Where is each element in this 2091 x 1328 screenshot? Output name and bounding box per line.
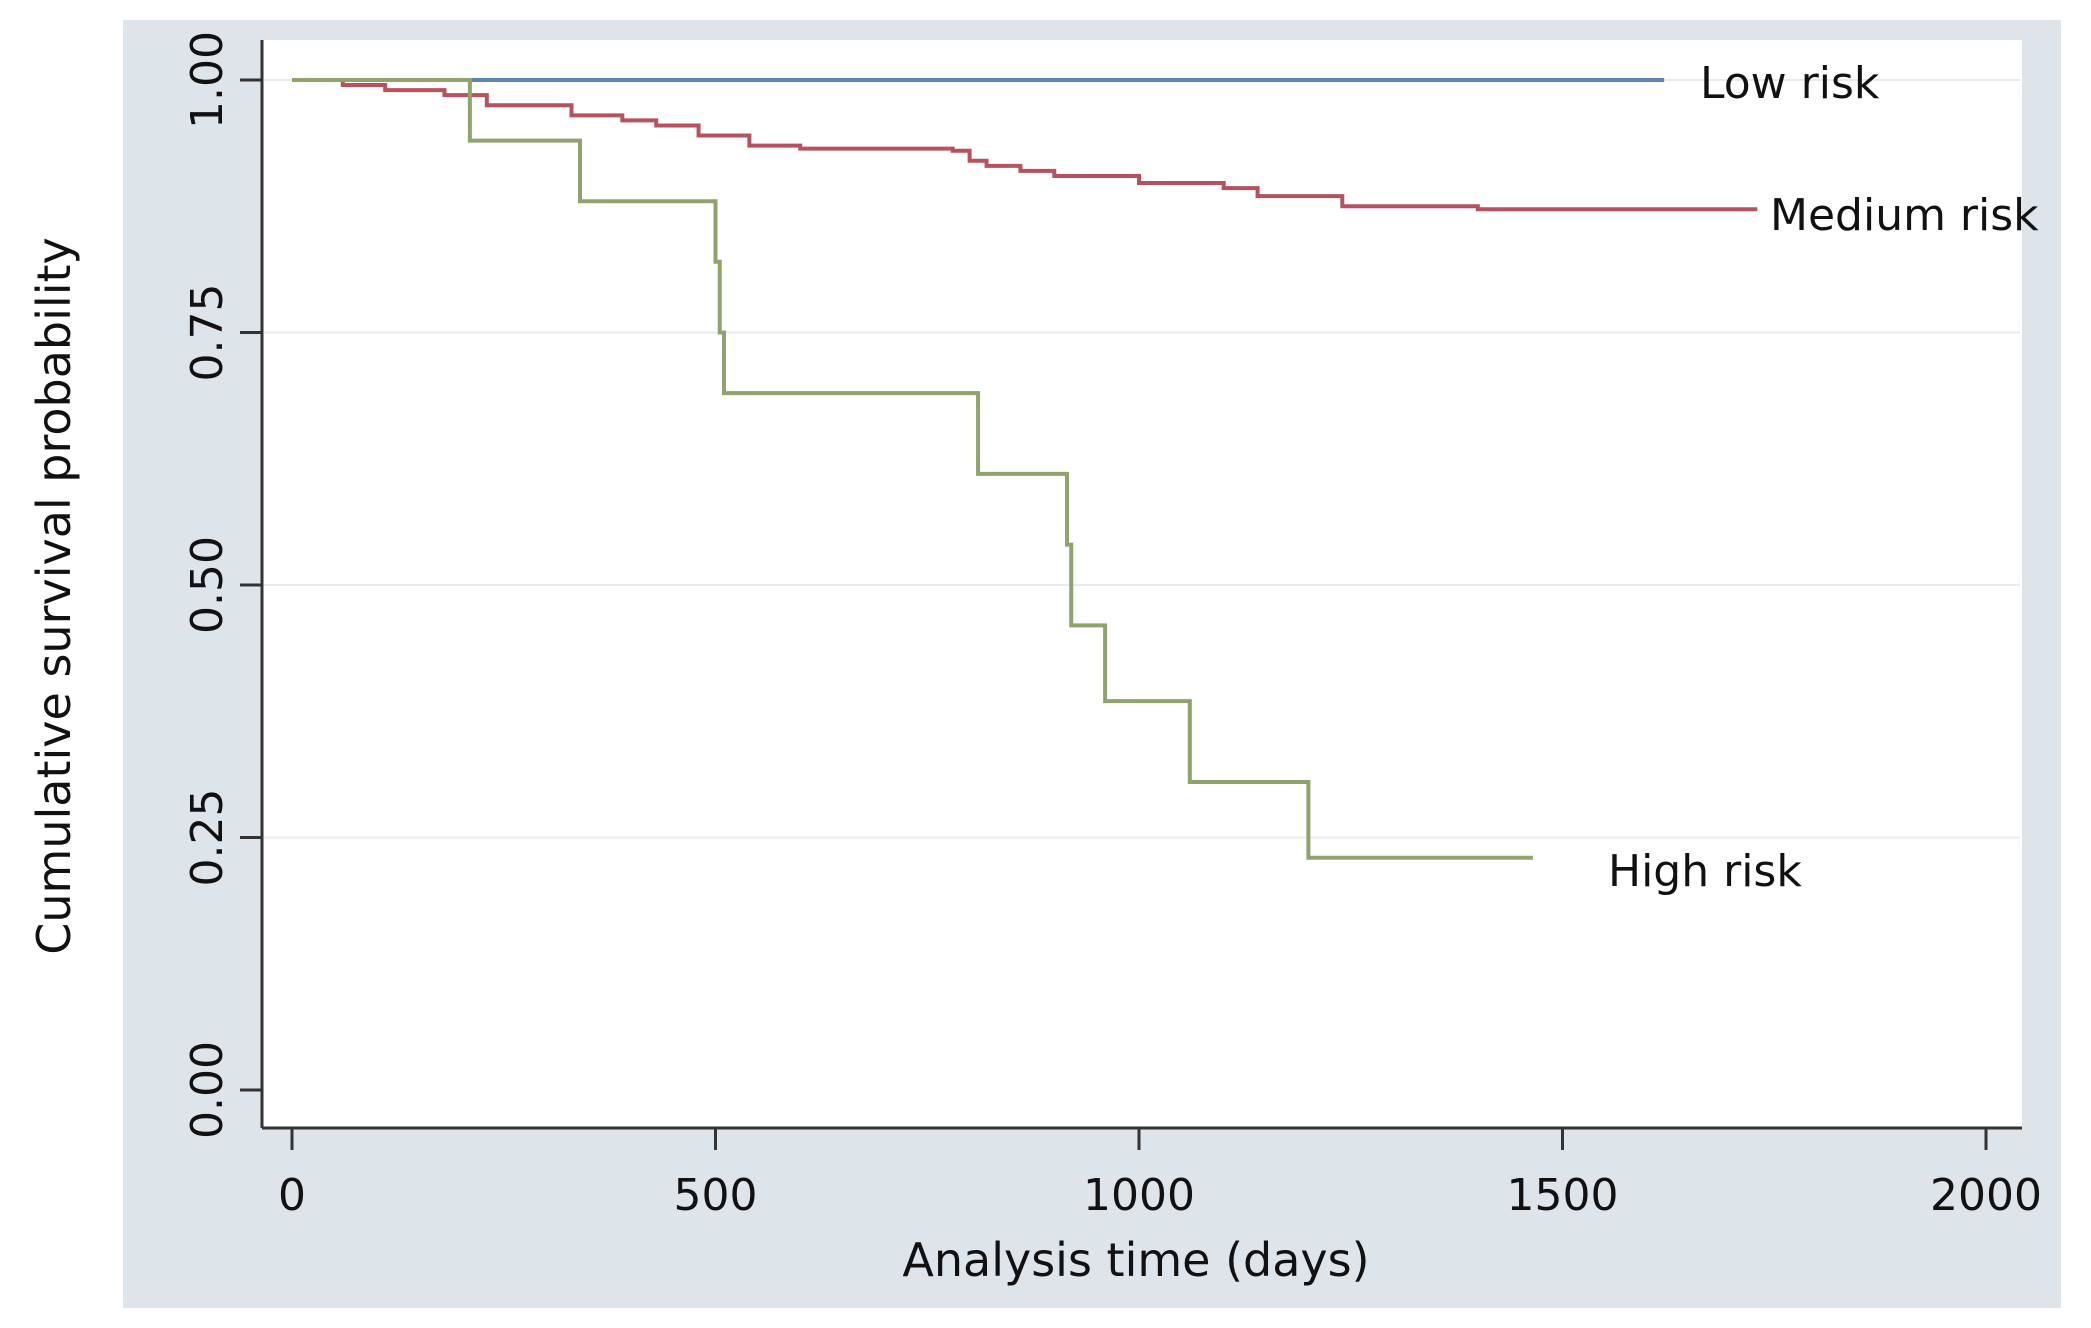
x-axis-title: Analysis time (days)	[902, 1233, 1369, 1287]
series-labels: Low risk Medium risk High risk	[1608, 58, 2039, 897]
x-tick-label: 1000	[1083, 1170, 1195, 1221]
axis-ticks: 0.00 0.25 0.50 0.75 1.00 0 500 1000 1500 2000	[182, 31, 2042, 1221]
y-tick-label: 0.75	[182, 284, 233, 382]
x-tick-label: 2000	[1930, 1170, 2042, 1221]
y-axis-title: Cumulative survival probability	[27, 237, 81, 954]
series-label-medium-risk: Medium risk	[1770, 190, 2039, 241]
series-line-medium-risk	[292, 78, 1758, 212]
series-lines	[292, 78, 1758, 860]
series-label-low-risk: Low risk	[1700, 58, 1880, 109]
series-line-high-risk	[292, 78, 1533, 860]
x-tick-label: 0	[278, 1170, 306, 1221]
x-tick-label: 1500	[1507, 1170, 1619, 1221]
x-tick-label: 500	[674, 1170, 758, 1221]
y-tick-label: 0.00	[182, 1041, 233, 1139]
y-tick-label: 1.00	[182, 31, 233, 129]
series-label-high-risk: High risk	[1608, 846, 1802, 897]
y-tick-label: 0.25	[182, 789, 233, 887]
y-tick-label: 0.50	[182, 536, 233, 634]
